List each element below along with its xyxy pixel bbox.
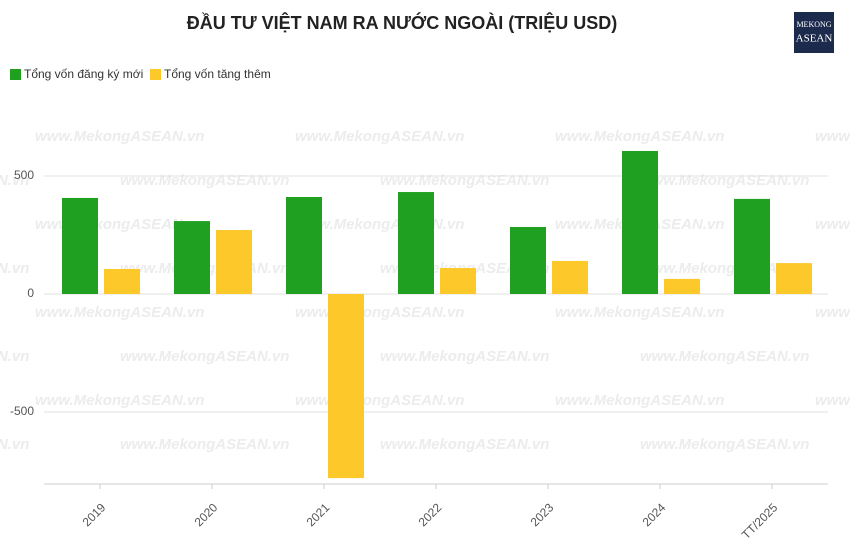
watermark: www.MekongASEAN.vn: [120, 348, 289, 365]
logo-box: [794, 12, 834, 53]
watermark: www.MekongASEAN.vn: [555, 392, 724, 409]
watermark: www.MekongASEAN.vn: [0, 348, 29, 365]
y-tick-label: 500: [14, 168, 34, 182]
watermark: www.MekongASEAN.vn: [295, 304, 464, 321]
watermark: www.MekongASEAN.vn: [380, 348, 549, 365]
legend-swatch: [10, 69, 21, 80]
bar: [286, 197, 322, 295]
legend-label: Tổng vốn đăng ký mới: [24, 67, 143, 81]
watermark: www.MekongASEAN.vn: [815, 392, 850, 409]
legend-label: Tổng vốn tăng thêm: [164, 67, 271, 81]
x-tick-label: TT/2025: [739, 500, 781, 542]
bar: [62, 197, 98, 295]
watermark: www.MekongASEAN.vn: [35, 128, 204, 145]
x-tick-label: 2022: [416, 500, 445, 529]
watermark: www.MekongASEAN.vn: [640, 436, 809, 453]
bar: [104, 268, 140, 295]
legend-swatch: [150, 69, 161, 80]
watermark: www.MekongASEAN.vn: [640, 172, 809, 189]
bar: [552, 260, 588, 295]
y-tick-label: -500: [10, 404, 34, 418]
bar: [664, 278, 700, 295]
watermark: www.MekongASEAN.vn: [815, 128, 850, 145]
watermark: www.MekongASEAN.vn: [0, 436, 29, 453]
y-tick-label: 0: [27, 286, 34, 300]
watermark: www.MekongASEAN.vn: [815, 304, 850, 321]
x-tick-label: 2023: [528, 500, 557, 529]
watermark: www.MekongASEAN.vn: [295, 392, 464, 409]
bar: [510, 226, 546, 295]
x-tick-label: 2020: [192, 500, 221, 529]
watermark: www.MekongASEAN.vn: [640, 348, 809, 365]
bar: [734, 198, 770, 295]
watermark: www.MekongASEAN.vn: [120, 172, 289, 189]
bar: [440, 268, 476, 295]
watermark: www.MekongASEAN.vn: [35, 304, 204, 321]
bar: [174, 221, 210, 295]
watermark: www.MekongASEAN.vn: [120, 436, 289, 453]
bar: [216, 230, 252, 295]
bar: [776, 263, 812, 295]
watermark: www.MekongASEAN.vn: [380, 436, 549, 453]
watermark: www.MekongASEAN.vn: [0, 260, 29, 277]
watermark: www.MekongASEAN.vn: [35, 392, 204, 409]
logo-text: MEKONG: [796, 20, 831, 29]
watermark: www.MekongASEAN.vn: [555, 304, 724, 321]
logo-text: ASEAN: [796, 33, 833, 45]
bar: [398, 192, 434, 295]
watermark: www.MekongASEAN.vn: [380, 172, 549, 189]
x-tick-label: 2021: [304, 500, 333, 529]
bar: [622, 150, 658, 295]
x-tick-label: 2024: [640, 500, 669, 529]
watermark: www.MekongASEAN.vn: [555, 128, 724, 145]
watermark: www.MekongASEAN.vn: [0, 172, 29, 189]
watermark: www.MekongASEAN.vn: [295, 128, 464, 145]
x-tick-label: 2019: [80, 500, 109, 529]
watermark: www.MekongASEAN.vn: [815, 216, 850, 233]
chart-title: ĐẦU TƯ VIỆT NAM RA NƯỚC NGOÀI (TRIỆU USD…: [187, 12, 618, 33]
bar: [328, 294, 364, 479]
